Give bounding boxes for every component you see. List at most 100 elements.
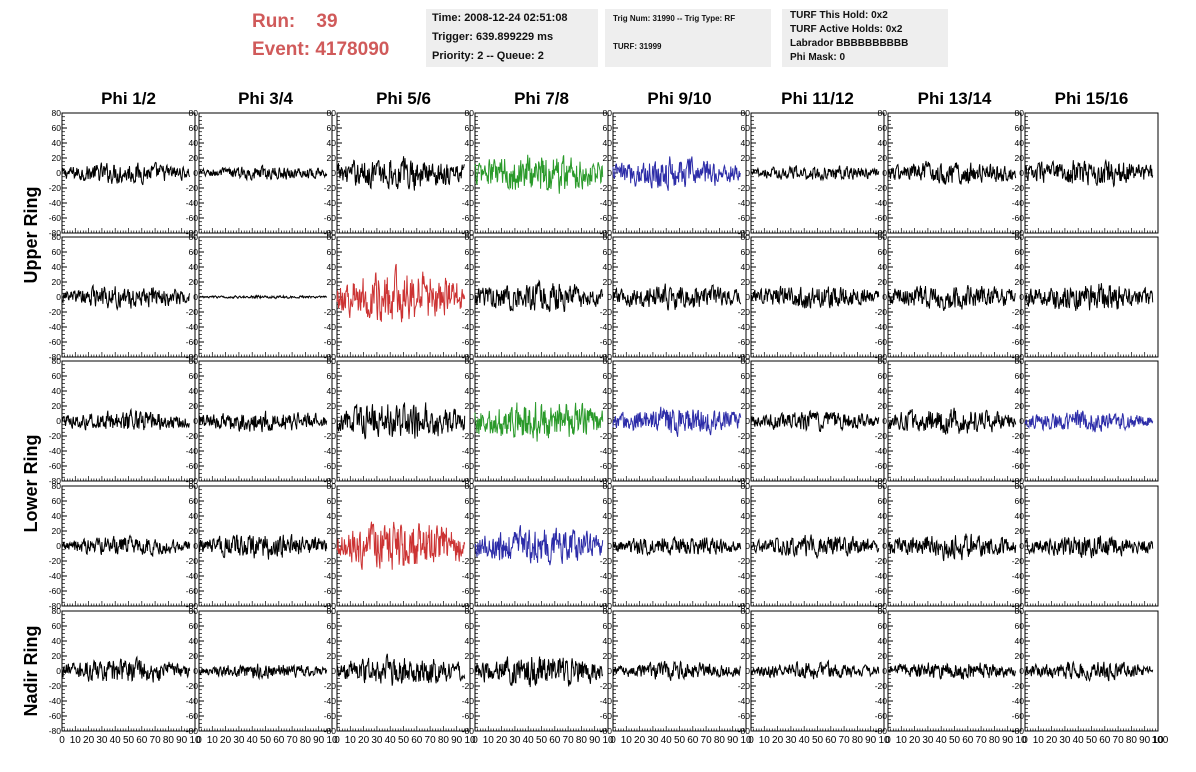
x-tick-label: 60: [1099, 735, 1111, 746]
waveform-trace: [612, 156, 741, 191]
y-tick-label: 20: [741, 153, 751, 163]
y-tick-label: 40: [603, 138, 613, 148]
y-tick-label: 0: [1019, 292, 1024, 302]
ring-label: Nadir Ring: [21, 625, 41, 716]
waveform-panel: 80 60 40 20 0 -20 -40 -60 -80: [1012, 232, 1159, 362]
y-tick-label: 80: [189, 606, 199, 616]
x-tick-label: 30: [922, 735, 934, 746]
y-tick-label: -60: [49, 586, 62, 596]
y-tick-label: 40: [603, 262, 613, 272]
y-tick-label: -80: [49, 601, 62, 611]
waveform-panel: 80 60 40 20 0 -20 -40 -60 -80: [49, 108, 196, 238]
y-tick-label: -80: [324, 228, 337, 238]
y-tick-label: 0: [331, 541, 336, 551]
waveform-panel: 80 60 40 20 0 -20 -40 -60 -80: [324, 481, 471, 611]
y-tick-label: 40: [189, 138, 199, 148]
y-tick-label: 0: [193, 416, 198, 426]
x-tick-label: 40: [523, 735, 535, 746]
y-tick-label: -80: [1012, 228, 1025, 238]
y-tick-label: 20: [52, 401, 62, 411]
x-tick-label: 80: [163, 735, 175, 746]
y-tick-label: 60: [1015, 247, 1025, 257]
y-tick-label: 60: [741, 621, 751, 631]
waveform-panel: 80 60 40 20 0 -20 -40 -60 -80: [600, 481, 747, 611]
waveform-trace: [61, 161, 191, 186]
y-tick-label: 60: [327, 496, 337, 506]
x-tick-label: 10: [1033, 735, 1045, 746]
y-tick-label: 40: [741, 511, 751, 521]
y-tick-label: 80: [465, 108, 475, 118]
y-tick-label: -80: [600, 352, 613, 362]
y-tick-label: 0: [607, 541, 612, 551]
y-tick-label: 80: [52, 108, 62, 118]
y-tick-label: 20: [878, 277, 888, 287]
y-tick-label: 60: [327, 247, 337, 257]
y-tick-label: -20: [462, 431, 475, 441]
y-tick-label: 80: [189, 108, 199, 118]
y-tick-label: 40: [52, 511, 62, 521]
y-tick-label: 20: [327, 153, 337, 163]
y-tick-label: 40: [327, 262, 337, 272]
y-tick-label: -40: [324, 696, 337, 706]
y-tick-label: 0: [882, 416, 887, 426]
column-title: Phi 13/14: [918, 89, 992, 108]
y-tick-label: 60: [465, 247, 475, 257]
y-tick-label: -40: [1012, 571, 1025, 581]
x-tick-label: 70: [425, 735, 437, 746]
x-tick-label: 60: [411, 735, 423, 746]
y-tick-label: -60: [186, 337, 199, 347]
x-tick-label: 90: [727, 735, 739, 746]
y-tick-label: 60: [878, 371, 888, 381]
y-tick-label: 80: [1015, 481, 1025, 491]
y-tick-label: 20: [189, 277, 199, 287]
y-tick-label: 20: [189, 401, 199, 411]
y-tick-label: 60: [741, 123, 751, 133]
y-tick-label: 60: [603, 247, 613, 257]
y-tick-label: 60: [52, 247, 62, 257]
x-tick-label: 50: [949, 735, 961, 746]
y-tick-label: 20: [603, 401, 613, 411]
y-tick-label: 40: [878, 262, 888, 272]
y-tick-label: 20: [741, 277, 751, 287]
y-tick-label: 80: [603, 356, 613, 366]
phi-mask-line: Phi Mask: 0: [790, 52, 846, 63]
y-tick-label: 80: [327, 356, 337, 366]
y-tick-label: 80: [189, 481, 199, 491]
waveform-panel: 80 60 40 20 0 -20 -40 -60 -80: [875, 356, 1022, 486]
waveform-trace: [612, 406, 742, 437]
y-tick-label: -80: [600, 228, 613, 238]
y-tick-label: -60: [324, 337, 337, 347]
y-tick-label: 40: [327, 386, 337, 396]
y-tick-label: -60: [462, 461, 475, 471]
y-tick-label: -80: [875, 726, 888, 736]
y-tick-label: 40: [465, 386, 475, 396]
y-tick-label: 20: [603, 526, 613, 536]
x-tick-label: 90: [1139, 735, 1151, 746]
x-tick-label: 40: [385, 735, 397, 746]
waveform-trace: [61, 407, 190, 431]
waveform-trace: [336, 263, 466, 323]
column-title: Phi 11/12: [781, 89, 854, 108]
y-tick-label: 80: [189, 356, 199, 366]
y-tick-label: 60: [189, 621, 199, 631]
y-tick-label: -80: [600, 601, 613, 611]
ring-label: Lower Ring: [21, 435, 41, 533]
y-tick-label: 80: [52, 356, 62, 366]
waveform-panel: 80 60 40 20 0 -20 -40 -60 -80: [1012, 108, 1159, 238]
waveform-trace: [612, 536, 742, 557]
y-tick-label: 0: [745, 168, 750, 178]
waveform-panel: 80 60 40 20 0 -20 -40 -60 -80: [186, 356, 333, 486]
y-tick-label: -40: [49, 446, 62, 456]
x-tick-label: 60: [549, 735, 561, 746]
x-tick-label: 70: [701, 735, 713, 746]
x-tick-label: 10: [759, 735, 771, 746]
y-tick-label: 0: [607, 292, 612, 302]
waveform-panel: 80 60 40 20 0 -20 -40 -60 -80: [875, 108, 1022, 238]
y-tick-label: -60: [875, 213, 888, 223]
y-tick-label: 20: [52, 277, 62, 287]
y-tick-label: 20: [465, 526, 475, 536]
y-tick-label: 0: [469, 416, 474, 426]
y-tick-label: 80: [1015, 356, 1025, 366]
y-tick-label: -80: [738, 228, 751, 238]
turf-this-hold: TURF This Hold: 0x2: [790, 10, 888, 21]
